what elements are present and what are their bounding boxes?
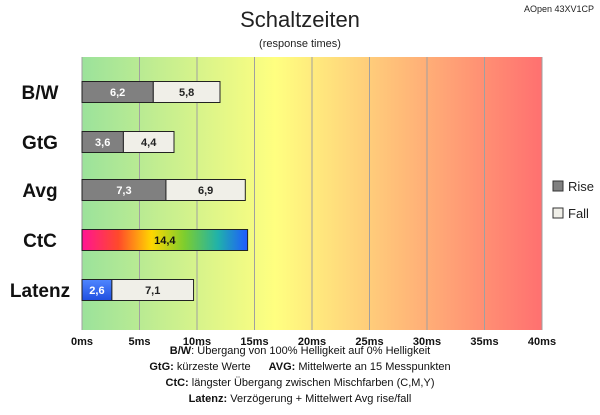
category-label: GtG: [22, 133, 58, 154]
value-label-fall: 4,4: [141, 137, 157, 149]
x-tick-label: 25ms: [355, 336, 383, 348]
footnote-avg-key: AVG:: [269, 361, 296, 373]
model-badge: AOpen 43XV1CP: [524, 4, 594, 14]
x-tick-label: 15ms: [240, 336, 268, 348]
footnote-bw-key: B/W: [170, 345, 192, 357]
x-tick-label: 35ms: [470, 336, 498, 348]
x-tick-label: 30ms: [413, 336, 441, 348]
footnote-ctc-key: CtC:: [166, 377, 189, 389]
bar-latency-avg: [111, 279, 195, 301]
value-label-rise: 3,6: [95, 137, 110, 149]
footnote-latenz: Latenz: Verzögerung + Mittelwert Avg ris…: [189, 393, 412, 405]
category-label: CtC: [23, 231, 57, 252]
footnote-ctc: CtC: längster Übergang zwischen Mischfar…: [166, 377, 435, 389]
footnote-gtg-avg: GtG: kürzeste Werte AVG: Mittelwerte an 1…: [149, 361, 450, 373]
category-labels: B/W GtG Avg CtC Latenz: [10, 83, 70, 302]
x-tick-label: 40ms: [528, 336, 556, 348]
value-label-latency-avg: 7,1: [145, 285, 160, 297]
value-label-rise: 6,2: [110, 87, 125, 99]
chart-title: Schaltzeiten: [240, 7, 360, 32]
footnote-latenz-key: Latenz:: [189, 393, 228, 405]
x-tick-label: 5ms: [128, 336, 150, 348]
x-tick-label: 20ms: [298, 336, 326, 348]
value-labels: 6,2 5,8 3,6 4,4 7,3 6,9 14,4 2,6 7,1: [89, 87, 213, 297]
value-label-fall: 6,9: [198, 185, 213, 197]
x-tick-label: 10ms: [183, 336, 211, 348]
footnotes: B/W: Übergang von 100% Helligkeit auf 0%…: [149, 345, 450, 405]
x-tick-label: 0ms: [71, 336, 93, 348]
footnote-gtg-key: GtG:: [149, 361, 173, 373]
x-tick-labels: 0ms 5ms 10ms 15ms 20ms 25ms 30ms 35ms 40ms: [71, 336, 556, 348]
bar-fall: [122, 131, 175, 153]
legend: Rise Fall: [552, 179, 594, 221]
footnote-gtg-text: kürzeste Werte: [174, 361, 251, 373]
category-label: B/W: [22, 83, 59, 104]
footnote-bw: B/W: Übergang von 100% Helligkeit auf 0%…: [170, 345, 430, 357]
category-label: Latenz: [10, 281, 70, 302]
bar-ctc: [81, 229, 249, 251]
legend-label-rise: Rise: [568, 179, 594, 194]
footnote-latenz-text: Verzögerung + Mittelwert Avg rise/fall: [227, 393, 411, 405]
legend-label-fall: Fall: [568, 206, 589, 221]
footnote-ctc-text: längster Übergang zwischen Mischfarben (…: [189, 377, 435, 389]
bars: [81, 81, 249, 301]
category-label: Avg: [22, 181, 57, 202]
bar-fall: [165, 179, 246, 201]
chart-subtitle: (response times): [259, 38, 341, 50]
value-label-ctc: 14,4: [154, 235, 176, 247]
value-label-rise: 7,3: [116, 185, 131, 197]
legend-swatch-rise: [552, 180, 564, 192]
value-label-fall: 5,8: [179, 87, 194, 99]
bar-fall: [152, 81, 221, 103]
footnote-bw-text: : Übergang von 100% Helligkeit auf 0% He…: [191, 345, 430, 357]
value-label-latency-delay: 2,6: [89, 285, 104, 297]
legend-swatch-fall: [552, 207, 564, 219]
footnote-avg-text: Mittelwerte an 15 Messpunkten: [295, 361, 450, 373]
